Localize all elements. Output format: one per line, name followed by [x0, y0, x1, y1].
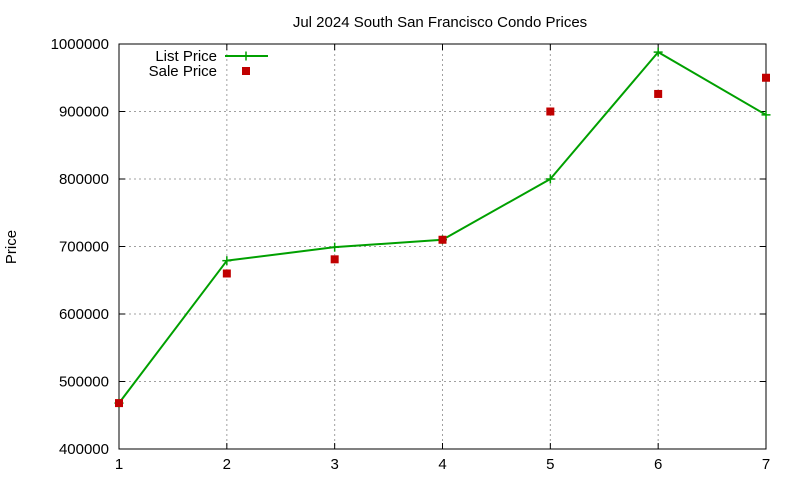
- tick-labels: 1 2 3 4 5 6 7 400000 500000 600000 700000 800000 900…: [51, 36, 771, 473]
- plot-frame: [118, 43, 767, 450]
- x-tick-label: 4: [438, 456, 446, 473]
- data-point-sale-price: [546, 107, 555, 116]
- legend-label-sale-price: Sale Price: [149, 63, 217, 80]
- y-tick-label: 600000: [59, 306, 109, 323]
- legend: List Price Sale Price: [149, 48, 268, 80]
- data-point-sale-price: [222, 269, 231, 278]
- legend-marker-sale-price: [242, 67, 250, 75]
- y-tick-label: 1000000: [51, 36, 109, 53]
- series-sale-price: [115, 73, 770, 408]
- chart-title: Jul 2024 South San Francisco Condo Price…: [293, 14, 587, 31]
- y-tick-label: 400000: [59, 441, 109, 458]
- x-tick-label: 7: [762, 456, 770, 473]
- series-layer: [114, 47, 771, 408]
- axes: [118, 43, 767, 450]
- legend-label-list-price: List Price: [155, 48, 217, 65]
- data-point-sale-price: [330, 255, 339, 264]
- y-tick-label: 500000: [59, 374, 109, 391]
- y-tick-label: 700000: [59, 239, 109, 256]
- data-point-sale-price: [115, 399, 123, 408]
- x-tick-label: 3: [330, 456, 338, 473]
- data-point-list-price: [653, 47, 663, 57]
- x-tick-label: 1: [115, 456, 123, 473]
- y-tick-label: 800000: [59, 171, 109, 188]
- x-tick-label: 2: [223, 456, 231, 473]
- legend-marker-list-price: [241, 51, 251, 61]
- x-tick-label: 5: [546, 456, 554, 473]
- data-point-list-price: [222, 256, 232, 266]
- y-axis-label: Price: [3, 230, 20, 264]
- data-point-list-price: [761, 110, 771, 120]
- data-point-list-price: [545, 174, 555, 184]
- data-point-list-price: [330, 242, 340, 252]
- data-point-sale-price: [654, 89, 663, 98]
- data-point-sale-price: [438, 235, 447, 244]
- data-point-sale-price: [762, 73, 770, 82]
- y-tick-label: 900000: [59, 104, 109, 121]
- x-tick-label: 6: [654, 456, 662, 473]
